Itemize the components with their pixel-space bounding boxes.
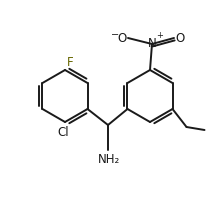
Text: O: O	[118, 31, 127, 45]
Text: −: −	[111, 30, 119, 40]
Text: O: O	[175, 31, 184, 45]
Text: F: F	[67, 56, 74, 69]
Text: Cl: Cl	[57, 126, 69, 139]
Text: NH₂: NH₂	[98, 153, 120, 166]
Text: +: +	[156, 31, 163, 40]
Text: N: N	[148, 37, 156, 49]
